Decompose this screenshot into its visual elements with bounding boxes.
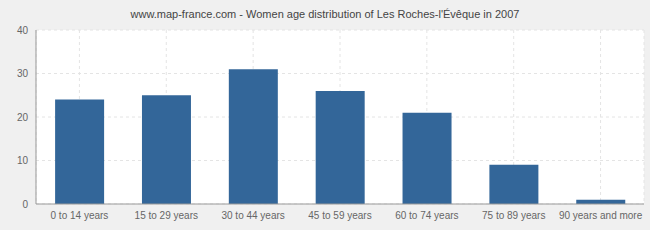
html-text:www.map-france.com - Women age: www.map-france.com - Women age distribut… <box>130 8 520 20</box>
svg-text:40: 40 <box>17 25 29 36</box>
svg-text:20: 20 <box>17 112 29 123</box>
svg-text:0: 0 <box>22 199 28 210</box>
svg-text:60 to 74 years: 60 to 74 years <box>395 210 458 221</box>
svg-text:15 to 29 years: 15 to 29 years <box>135 210 198 221</box>
svg-text:0 to 14 years: 0 to 14 years <box>51 210 109 221</box>
svg-text:75 to 89 years: 75 to 89 years <box>482 210 545 221</box>
svg-text:30: 30 <box>17 68 29 79</box>
svg-text:30 to 44 years: 30 to 44 years <box>221 210 284 221</box>
svg-text:45 to 59 years: 45 to 59 years <box>308 210 371 221</box>
svg-text:10: 10 <box>17 155 29 166</box>
svg-text:90 years and more: 90 years and more <box>559 210 642 221</box>
